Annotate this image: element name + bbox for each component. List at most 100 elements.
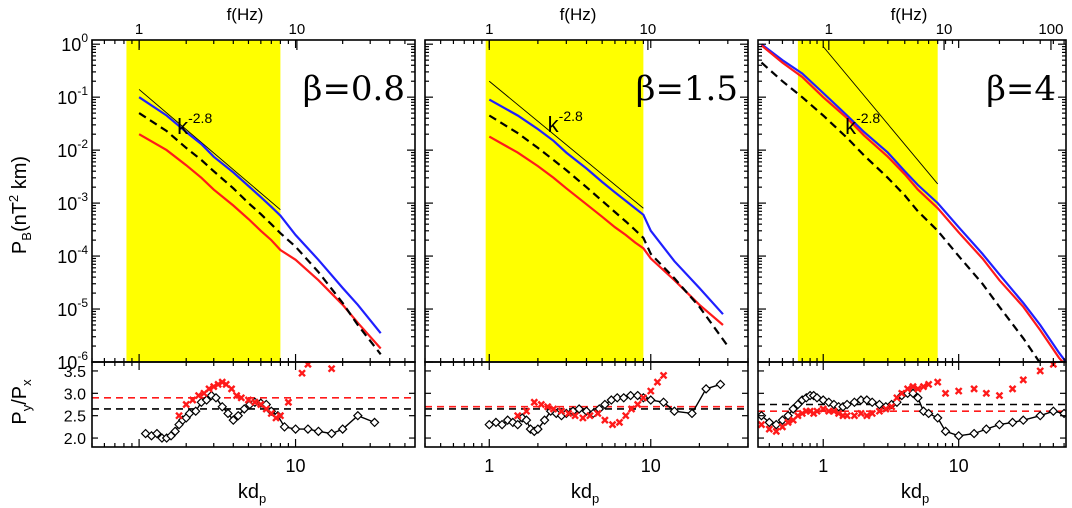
ratio-point-black bbox=[217, 401, 228, 412]
ratio-point-black bbox=[497, 419, 507, 430]
ratio-point-black bbox=[994, 419, 1005, 430]
svg-text:Py/Px: Py/Px bbox=[9, 379, 34, 425]
ratio-point-black bbox=[228, 415, 239, 426]
ratio-point-black bbox=[303, 424, 313, 434]
slope-label-base: k bbox=[177, 114, 189, 139]
series-red bbox=[488, 135, 724, 326]
ratio-point-red bbox=[621, 411, 630, 420]
frame-bottom bbox=[91, 361, 416, 448]
y-tick-exp: -4 bbox=[77, 243, 88, 257]
ratio-point-red bbox=[850, 411, 859, 420]
ratio-point-black bbox=[625, 390, 636, 401]
frame-bottom bbox=[424, 361, 749, 448]
ratio-point-red bbox=[194, 391, 203, 400]
series-red bbox=[138, 133, 382, 350]
y-tick-exp: -2 bbox=[77, 137, 88, 151]
f-tick-label: 100 bbox=[1038, 21, 1063, 38]
ratio-point-red bbox=[284, 398, 293, 407]
ratio-point-black bbox=[940, 426, 951, 437]
ratio-tick-label: 3.5 bbox=[64, 364, 86, 381]
ratio-point-red bbox=[813, 407, 821, 416]
ratio-point-black bbox=[600, 399, 610, 410]
x-tick-label: 10 bbox=[949, 456, 969, 476]
ratio-point-red bbox=[571, 411, 579, 420]
ratio-plot bbox=[425, 371, 748, 437]
f-tick-label: 10 bbox=[936, 21, 953, 38]
series-blue bbox=[760, 43, 1066, 362]
spectrum-lines bbox=[138, 89, 382, 355]
ratio-point-black bbox=[969, 428, 979, 439]
series-blue bbox=[138, 96, 382, 334]
ratio-point-black bbox=[842, 399, 852, 410]
ratio-point-red bbox=[875, 407, 884, 416]
ratio-point-black bbox=[771, 419, 782, 430]
ratio-point-black bbox=[512, 419, 523, 430]
ratio-point-black bbox=[1007, 417, 1018, 428]
beta-label: β=1.5 bbox=[636, 69, 738, 109]
ratio-point-red bbox=[970, 384, 978, 393]
ratio-point-red bbox=[903, 384, 912, 393]
ratio-point-red bbox=[1008, 384, 1017, 393]
slope-reference-line bbox=[488, 80, 644, 209]
y-label-ratio: Py/Px bbox=[9, 379, 34, 425]
ratio-point-black bbox=[201, 395, 212, 405]
ratio-point-red bbox=[639, 393, 648, 402]
f-tick-label: 10 bbox=[289, 21, 306, 38]
x-label-panel-3: kdp bbox=[901, 481, 929, 506]
ratio-point-red bbox=[232, 391, 241, 400]
ratio-point-black bbox=[326, 428, 337, 439]
ratio-point-black bbox=[533, 424, 543, 434]
ratio-point-black bbox=[932, 413, 943, 423]
ratio-point-red bbox=[798, 409, 807, 418]
ratio-point-black bbox=[337, 424, 348, 434]
ratio-point-red bbox=[882, 405, 890, 413]
ratio-point-red bbox=[834, 409, 843, 418]
shaded-region bbox=[485, 40, 644, 362]
ratio-point-red bbox=[758, 420, 766, 429]
slope-label-exp: -2.8 bbox=[188, 110, 212, 126]
ratio-point-black bbox=[669, 406, 680, 417]
ratio-point-red bbox=[543, 402, 552, 411]
shaded-region bbox=[797, 40, 938, 362]
ratio-point-red bbox=[653, 378, 662, 386]
ratio-point-red bbox=[897, 389, 906, 398]
ratio-point-red bbox=[276, 411, 285, 420]
spectrum-lines bbox=[760, 43, 1066, 362]
ratio-point-red bbox=[794, 411, 802, 420]
ratio-point-red bbox=[188, 396, 197, 404]
y-tick-base: 10 bbox=[57, 88, 77, 108]
x-tick-label: 1 bbox=[818, 456, 828, 476]
x-tick-label: 10 bbox=[641, 456, 661, 476]
ratio-point-red bbox=[272, 414, 280, 422]
series-black-dashed bbox=[138, 112, 382, 355]
ratio-point-red bbox=[772, 427, 781, 436]
ratio-point-red bbox=[615, 418, 624, 427]
ratio-point-black bbox=[539, 415, 550, 426]
ratio-tick-label: 2.5 bbox=[64, 409, 86, 426]
ratio-point-black bbox=[687, 408, 697, 419]
x-tick-label: 10 bbox=[286, 456, 306, 476]
y-tick-label: 100 bbox=[61, 31, 88, 55]
ratio-point-black bbox=[701, 383, 711, 394]
ratio-point-black bbox=[981, 424, 992, 434]
ratio-point-black bbox=[658, 397, 669, 408]
y-tick-base: 10 bbox=[57, 247, 77, 267]
ratio-point-red bbox=[298, 369, 306, 378]
y-tick-exp: -5 bbox=[77, 296, 88, 310]
y-tick-exp: -3 bbox=[77, 190, 88, 204]
ratio-point-black bbox=[290, 424, 301, 434]
ratio-point-black bbox=[574, 404, 584, 414]
ratio-point-black bbox=[190, 406, 201, 417]
y-tick-label: 10-2 bbox=[57, 137, 88, 161]
f-tick-label: 1 bbox=[135, 21, 143, 38]
y-tick-exp: 0 bbox=[81, 31, 88, 45]
x-label-panel-2: kdp bbox=[571, 481, 599, 506]
ratio-point-black bbox=[170, 426, 181, 437]
ratio-point-red bbox=[1036, 367, 1045, 375]
ratio-point-red bbox=[784, 418, 792, 427]
series-blue bbox=[488, 98, 724, 315]
y-tick-label: 10-6 bbox=[57, 349, 88, 373]
ratio-point-black bbox=[484, 419, 495, 430]
